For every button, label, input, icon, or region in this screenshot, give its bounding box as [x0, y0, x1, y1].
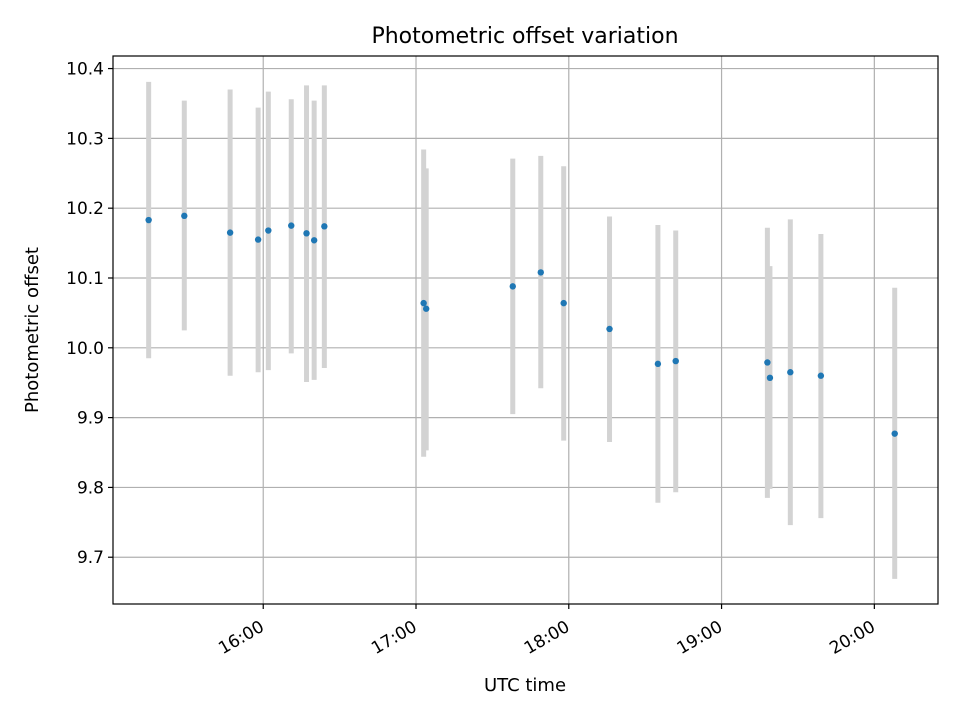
chart-title: Photometric offset variation	[371, 24, 678, 49]
y-axis-label: Photometric offset	[22, 247, 43, 413]
data-points	[145, 212, 898, 437]
data-point	[764, 359, 771, 366]
y-tick-label: 10.4	[66, 60, 104, 80]
data-point	[766, 374, 774, 382]
data-point	[537, 269, 544, 276]
data-point	[787, 369, 794, 376]
data-point	[265, 227, 272, 234]
y-tick-label: 9.7	[77, 548, 104, 568]
data-point	[891, 430, 898, 437]
data-point	[654, 360, 662, 368]
data-point	[321, 223, 328, 230]
data-point	[509, 283, 516, 290]
data-point	[420, 299, 427, 307]
data-point	[181, 212, 188, 220]
data-point	[606, 325, 613, 333]
data-point	[817, 372, 825, 379]
grid-lines	[113, 56, 938, 604]
data-point	[310, 237, 318, 244]
data-point	[288, 222, 295, 229]
x-axis-label: UTC time	[484, 675, 566, 696]
data-point	[226, 229, 234, 236]
data-point	[672, 357, 679, 365]
data-point	[254, 236, 262, 243]
data-point	[303, 230, 310, 237]
plot-area-frame	[112, 55, 939, 605]
y-tick-label: 10.0	[66, 339, 104, 359]
y-tick-label: 10.3	[66, 129, 104, 149]
data-point	[560, 299, 567, 307]
y-tick-label: 10.2	[66, 199, 104, 219]
data-point	[145, 216, 152, 224]
y-tick-label: 9.9	[77, 409, 104, 429]
y-tick-label: 10.1	[66, 269, 104, 289]
y-axis-ticks: 9.7 9.8 9.9 10.0 10.1 10.2 10.3 10.4	[66, 60, 113, 568]
y-tick-label: 9.8	[77, 478, 104, 498]
data-point	[422, 305, 430, 312]
